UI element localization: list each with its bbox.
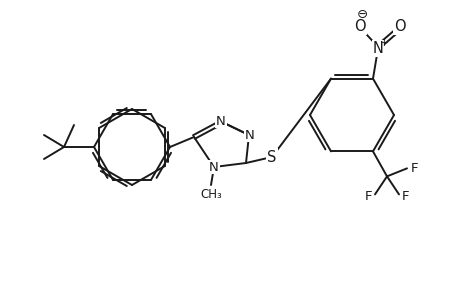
Text: ⊖: ⊖ (356, 8, 367, 21)
Text: N: N (245, 128, 254, 142)
Text: N: N (209, 160, 218, 173)
Text: +: + (379, 38, 387, 48)
Text: N: N (372, 41, 383, 56)
Text: F: F (364, 190, 371, 203)
Text: O: O (353, 19, 365, 34)
Text: N: N (216, 115, 225, 128)
Text: S: S (267, 149, 276, 164)
Text: F: F (401, 190, 409, 203)
Text: CH₃: CH₃ (200, 188, 221, 201)
Text: F: F (410, 162, 418, 175)
Text: O: O (393, 19, 405, 34)
